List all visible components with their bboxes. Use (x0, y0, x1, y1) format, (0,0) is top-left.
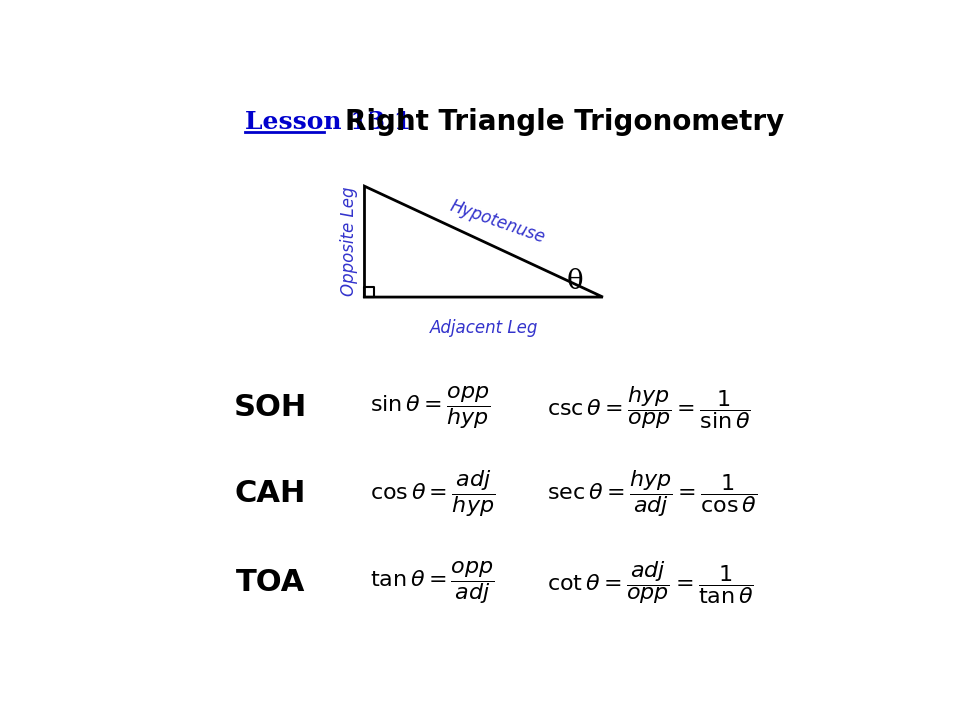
Text: Lesson 13.1: Lesson 13.1 (246, 110, 412, 135)
Text: $\cos\theta = \dfrac{adj}{hyp}$: $\cos\theta = \dfrac{adj}{hyp}$ (370, 469, 495, 519)
Text: $\sec\theta = \dfrac{hyp}{adj} = \dfrac{1}{\cos\theta}$: $\sec\theta = \dfrac{hyp}{adj} = \dfrac{… (547, 469, 757, 519)
Text: Opposite Leg: Opposite Leg (340, 187, 358, 297)
Text: θ: θ (566, 268, 584, 295)
Text: $\sin\theta = \dfrac{opp}{hyp}$: $\sin\theta = \dfrac{opp}{hyp}$ (370, 384, 491, 431)
Text: Right Triangle Trigonometry: Right Triangle Trigonometry (345, 109, 784, 136)
Text: Adjacent Leg: Adjacent Leg (429, 318, 538, 336)
Text: TOA: TOA (235, 568, 305, 597)
Text: $\csc\theta = \dfrac{hyp}{opp} = \dfrac{1}{\sin\theta}$: $\csc\theta = \dfrac{hyp}{opp} = \dfrac{… (547, 384, 751, 431)
Text: CAH: CAH (234, 480, 306, 508)
Text: $\tan\theta = \dfrac{opp}{adj}$: $\tan\theta = \dfrac{opp}{adj}$ (370, 559, 495, 606)
Text: SOH: SOH (233, 393, 307, 423)
Text: Hypotenuse: Hypotenuse (447, 197, 547, 247)
Text: $\cot\theta = \dfrac{adj}{opp} = \dfrac{1}{\tan\theta}$: $\cot\theta = \dfrac{adj}{opp} = \dfrac{… (547, 559, 755, 606)
